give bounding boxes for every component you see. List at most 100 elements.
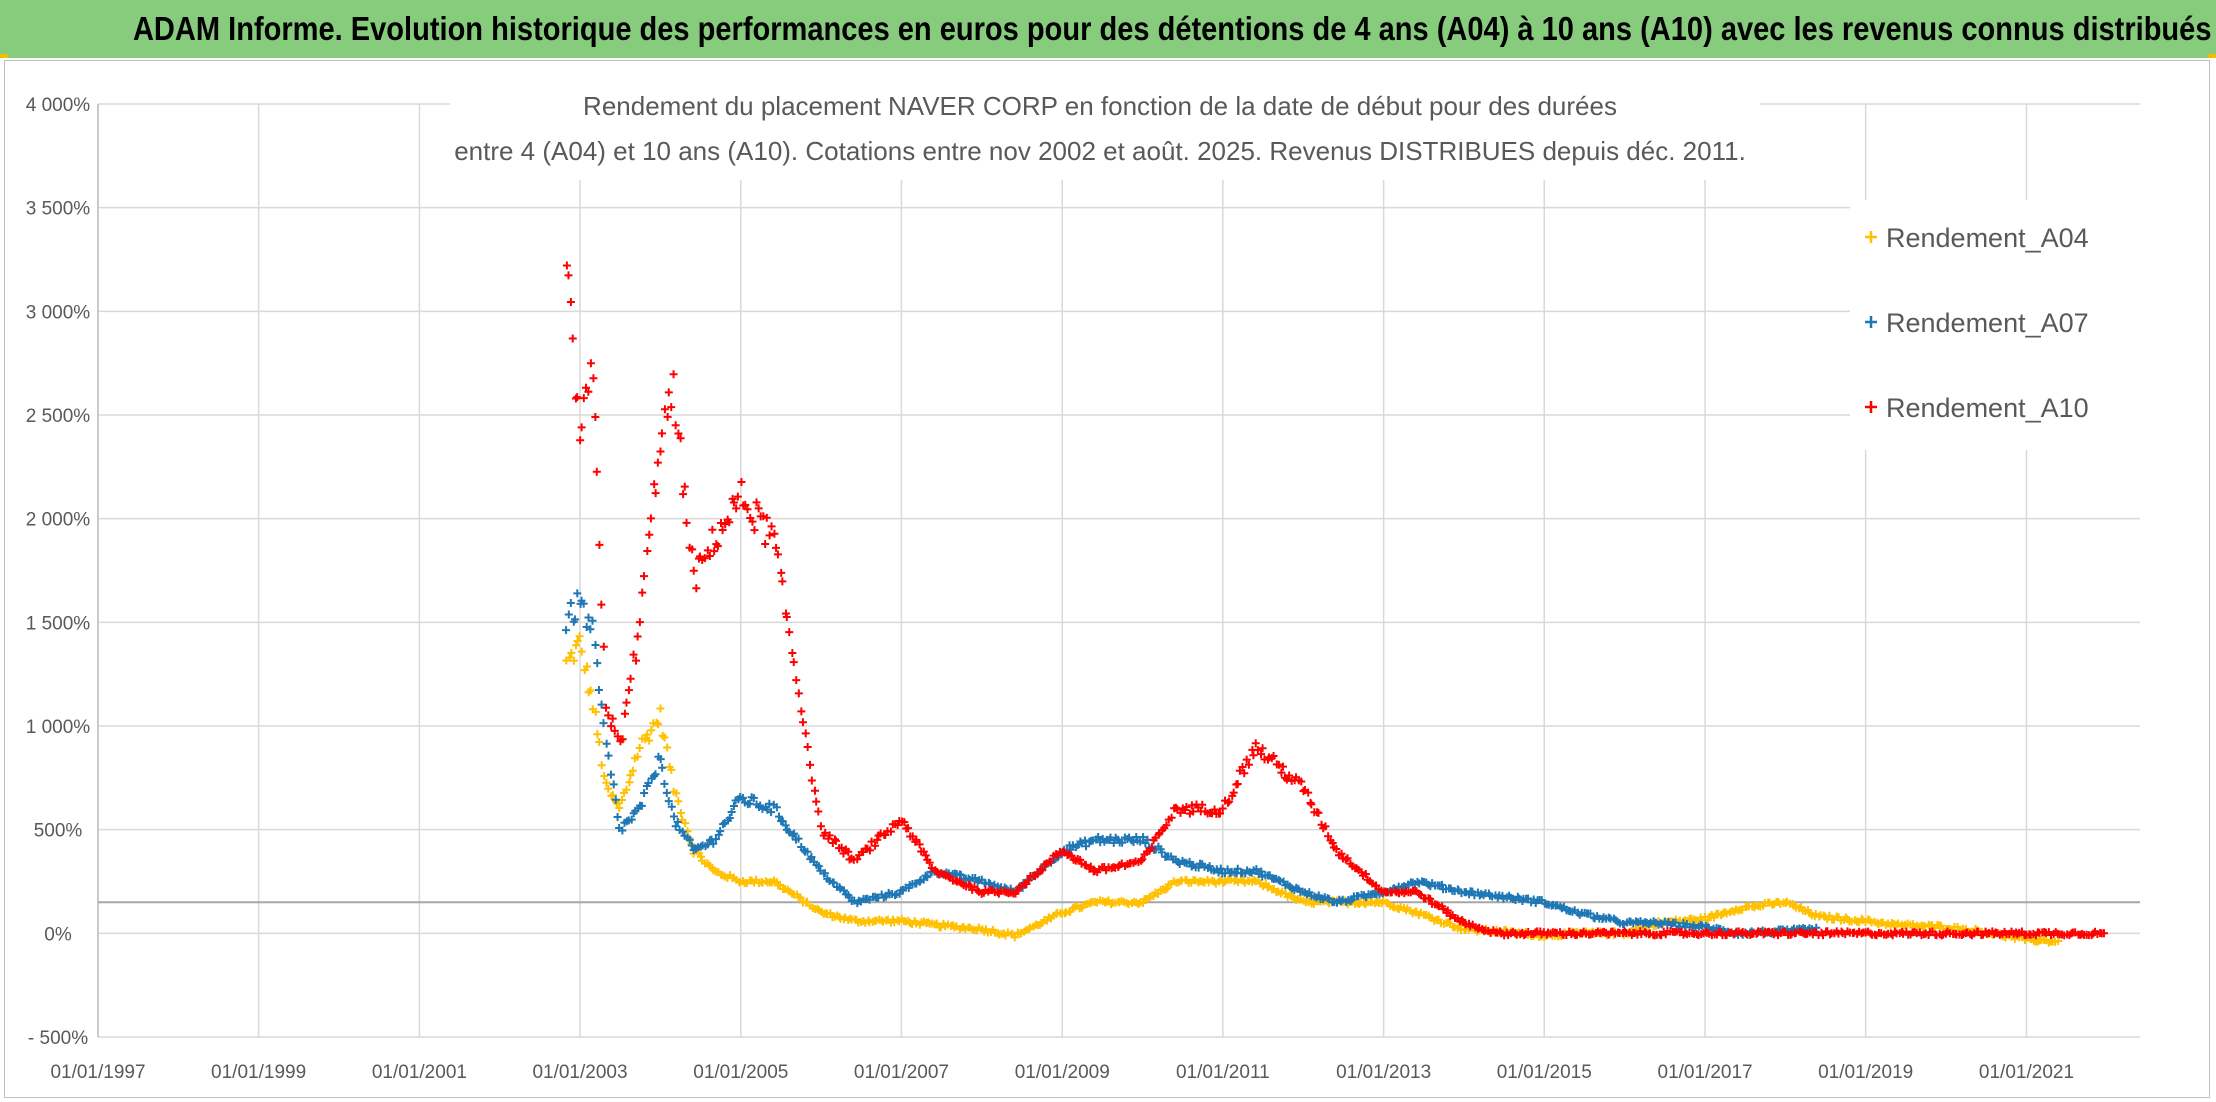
scatter-point (940, 870, 949, 879)
scatter-point (656, 447, 665, 456)
y-tick-label: 3 000% (26, 302, 91, 323)
scatter-point (588, 616, 597, 625)
scatter-point (797, 707, 806, 716)
scatter-point (831, 836, 840, 845)
scatter-point (1198, 800, 1207, 809)
scatter-point (674, 429, 683, 438)
scatter-point (660, 733, 669, 742)
scatter-point (1253, 746, 1262, 755)
scatter-point (725, 518, 734, 527)
scatter-point (776, 880, 785, 889)
scatter-point (713, 542, 722, 551)
scatter-point (571, 394, 580, 403)
scatter-point (682, 518, 691, 527)
scatter-point (678, 827, 687, 836)
scatter-point (1076, 855, 1085, 864)
scatter-point (627, 815, 636, 824)
scatter-point (1328, 839, 1337, 848)
scatter-point (1278, 762, 1287, 771)
scatter-point (654, 720, 663, 729)
scatter-point (638, 588, 647, 597)
scatter-point (592, 467, 601, 476)
scatter-point (1361, 870, 1370, 879)
x-tick-label: 01/01/2015 (1497, 1062, 1592, 1083)
scatter-point (610, 726, 619, 735)
scatter-point (608, 714, 617, 723)
scatter-point (597, 700, 606, 709)
scatter-point (1139, 833, 1148, 842)
scatter-point (660, 405, 669, 414)
scatter-point (569, 656, 578, 665)
scatter-point (1223, 798, 1232, 807)
scatter-point (613, 813, 622, 822)
scatter-point (664, 388, 673, 397)
scatter-point (1157, 848, 1166, 857)
scatter-point (904, 824, 913, 833)
scatter-point (660, 779, 669, 788)
scatter-point (812, 797, 821, 806)
scatter-point (640, 789, 649, 798)
chart-title: Rendement du placement NAVER CORP en fon… (450, 84, 1760, 180)
scatter-point (1010, 933, 1019, 942)
scatter-point (1269, 752, 1278, 761)
scatter-point (984, 878, 993, 887)
x-tick-label: 01/01/1999 (211, 1062, 306, 1083)
scatter-point (1244, 760, 1253, 769)
scatter-point (765, 531, 774, 540)
scatter-point (608, 791, 617, 800)
scatter-point (593, 730, 602, 739)
scatter-point (663, 412, 672, 421)
scatter-point (573, 393, 582, 402)
scatter-point (821, 828, 830, 837)
scatter-point (622, 698, 631, 707)
scatter-point (593, 659, 602, 668)
scatter-point (912, 835, 921, 844)
scatter-point (1176, 808, 1185, 817)
scatter-point (806, 760, 815, 769)
scatter-point (647, 726, 656, 735)
scatter-point (562, 261, 571, 270)
scatter-point (576, 436, 585, 445)
scatter-point (1210, 805, 1219, 814)
scatter-point (607, 722, 616, 731)
scatter-point (1033, 870, 1042, 879)
scatter-point (1081, 842, 1090, 851)
scatter-point (1094, 832, 1103, 841)
scatter-point (645, 736, 654, 745)
scatter-point (1433, 900, 1442, 909)
scatter-point (711, 835, 720, 844)
scatter-point (602, 739, 611, 748)
scatter-point (662, 788, 671, 797)
header-band (0, 0, 2216, 58)
scatter-point (737, 478, 746, 487)
y-tick-label: 2 500% (26, 406, 91, 427)
scatter-point (604, 751, 613, 760)
scatter-point (643, 546, 652, 555)
y-tick-label: 4 000% (26, 95, 91, 116)
scatter-point (777, 568, 786, 577)
y-tick-label: 0% (44, 924, 72, 945)
scatter-point (685, 835, 694, 844)
scatter-point (591, 412, 600, 421)
scatter-point (721, 520, 730, 529)
scatter-point (762, 513, 771, 522)
scatter-point (1307, 800, 1316, 809)
scatter-point (652, 718, 661, 727)
scatter-point (594, 685, 603, 694)
scatter-point (635, 618, 644, 627)
scatter-point (664, 797, 673, 806)
scatter-point (584, 613, 593, 622)
scatter-point (1343, 854, 1352, 863)
scatter-point (643, 730, 652, 739)
legend-label: Rendement_A10 (1886, 393, 2089, 423)
scatter-point (1304, 788, 1313, 797)
scatter-point (1324, 832, 1333, 841)
scatter-point (1238, 762, 1247, 771)
scatter-point (1314, 808, 1323, 817)
scatter-point (628, 766, 637, 775)
scatter-point (667, 403, 676, 412)
scatter-point (1067, 851, 1076, 860)
x-tick-label: 01/01/2003 (532, 1062, 627, 1083)
scatter-point (767, 522, 776, 531)
scatter-point (1257, 867, 1266, 876)
